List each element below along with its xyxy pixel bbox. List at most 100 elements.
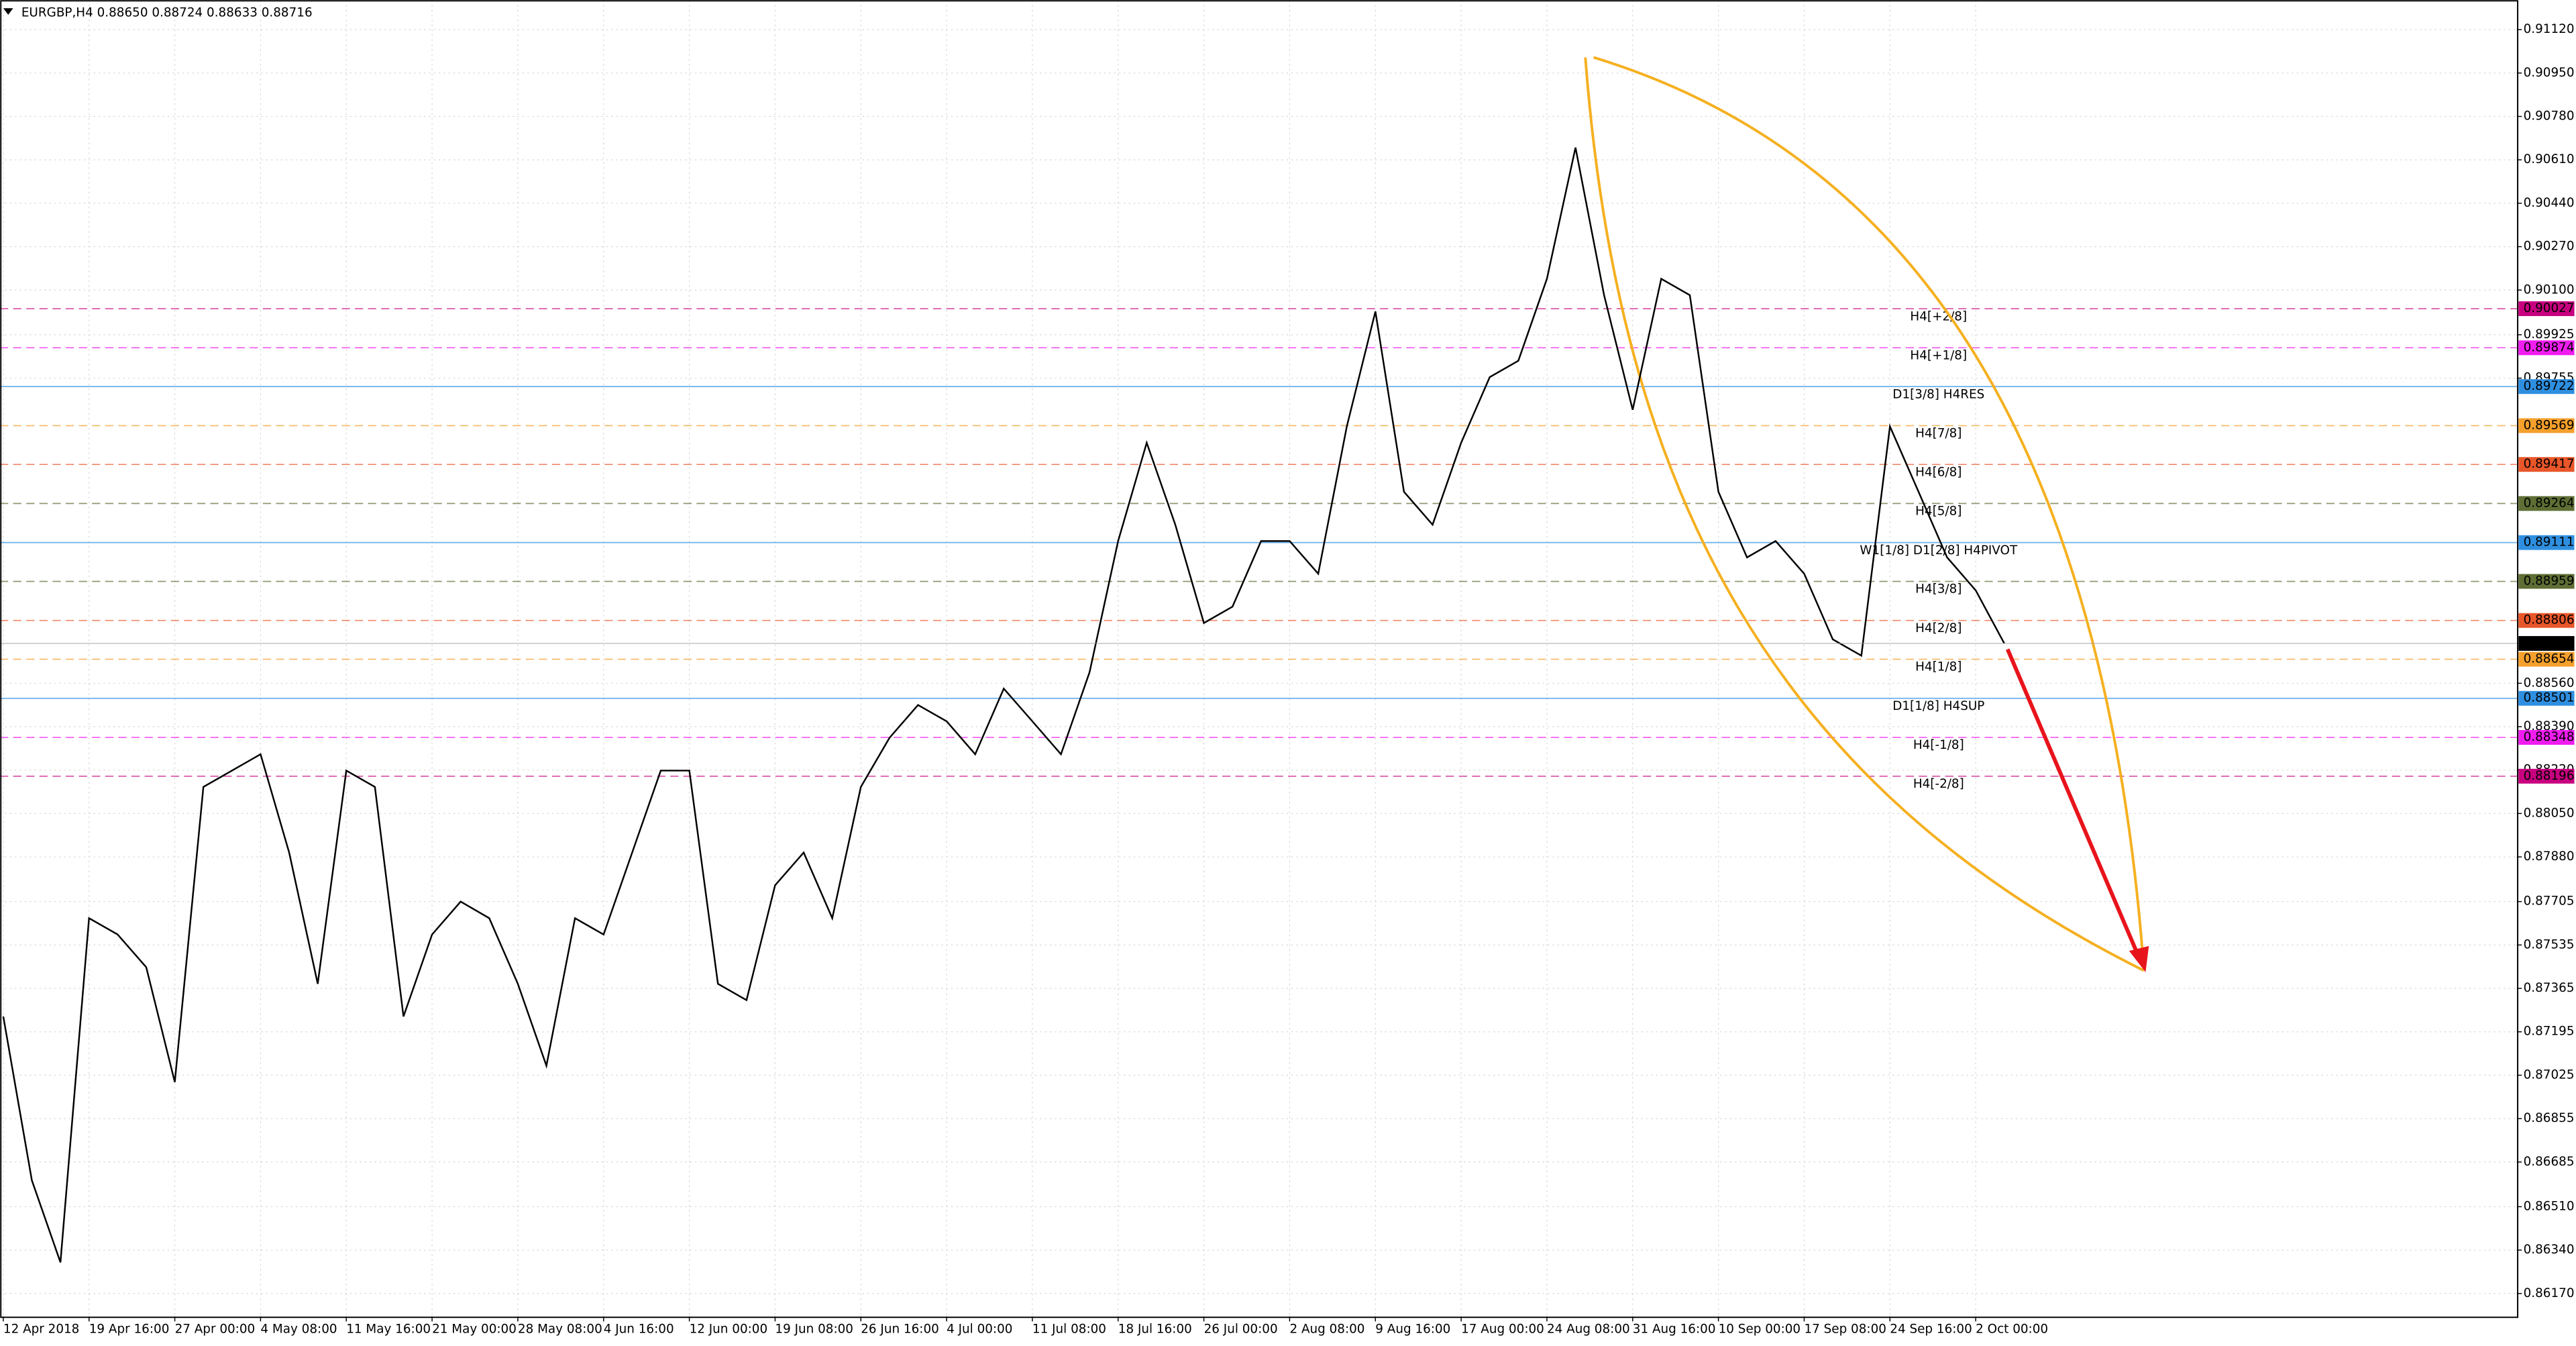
y-tick-label: 0.89925 [2524, 327, 2575, 342]
level-tag [2518, 457, 2575, 472]
x-tick-label: 4 Jul 00:00 [947, 1323, 1012, 1337]
level-label: D1[1/8] H4SUP [1892, 699, 1984, 713]
y-tick-label: 0.90950 [2524, 66, 2575, 80]
level-tag [2518, 613, 2575, 628]
level-tag-value: 0.88348 [2524, 730, 2575, 744]
level-tag-value: 0.89264 [2524, 496, 2575, 510]
x-tick-label: 24 Sep 16:00 [1890, 1323, 1972, 1337]
y-tick-label: 0.86685 [2524, 1155, 2575, 1169]
level-tag [2518, 496, 2575, 511]
level-tag-value: 0.88806 [2524, 613, 2575, 627]
x-tick-label: 26 Jul 00:00 [1204, 1323, 1278, 1337]
x-tick-label: 17 Aug 00:00 [1461, 1323, 1544, 1337]
level-tag-value: 0.89722 [2524, 379, 2575, 393]
level-tag [2518, 340, 2575, 356]
plot-frame [0, 0, 2519, 1318]
y-tick-label: 0.88050 [2524, 806, 2575, 820]
forecast-arrow [2005, 648, 2141, 959]
level-tag-value: 0.89569 [2524, 418, 2575, 432]
y-tick-label: 0.87880 [2524, 849, 2575, 864]
y-tick-label: 0.87365 [2524, 981, 2575, 995]
level-tag-value: 0.88501 [2524, 691, 2575, 705]
menu-icon [3, 8, 13, 15]
level-tag-value: 0.89874 [2524, 340, 2575, 354]
x-tick-label: 12 Apr 2018 [3, 1323, 79, 1337]
x-tick-label: 11 May 16:00 [346, 1323, 431, 1337]
y-tick-label: 0.90780 [2524, 109, 2575, 123]
y-tick-label: 0.87195 [2524, 1025, 2575, 1039]
x-tick-label: 28 May 08:00 [518, 1323, 602, 1337]
grid [0, 0, 2517, 1317]
x-tick-label: 10 Sep 00:00 [1719, 1323, 1801, 1337]
price-series [0, 147, 2517, 1263]
y-tick-label: 0.87705 [2524, 894, 2575, 909]
level-tag [2518, 574, 2575, 589]
level-tag [2518, 768, 2575, 784]
y-tick-label: 0.86510 [2524, 1199, 2575, 1213]
y-tick-label: 0.86340 [2524, 1243, 2575, 1257]
level-tag-value: 0.88196 [2524, 769, 2575, 783]
level-label: H4[2/8] [1915, 621, 1962, 635]
level-label: H4[3/8] [1915, 582, 1962, 597]
y-tick-label: 0.90610 [2524, 152, 2575, 166]
y-tick-label: 0.91120 [2524, 22, 2575, 36]
y-tick-label: 0.87535 [2524, 937, 2575, 951]
level-tag-value: 0.89111 [2524, 535, 2575, 550]
y-tick-label: 0.88560 [2524, 676, 2575, 690]
x-tick-label: 26 Jun 16:00 [861, 1323, 939, 1337]
level-tag-value: 0.88654 [2524, 652, 2575, 666]
level-label: H4[6/8] [1915, 465, 1962, 479]
level-tag [2518, 690, 2575, 706]
price-line [2, 147, 2005, 1263]
last-price-tag [2518, 635, 2575, 651]
y-tick-label: 0.86170 [2524, 1286, 2575, 1300]
x-tick-label: 18 Jul 16:00 [1118, 1323, 1192, 1337]
arrow-head [2129, 945, 2149, 972]
x-tick-label: 12 Jun 00:00 [690, 1323, 768, 1337]
x-tick-label: 2 Oct 00:00 [1976, 1323, 2048, 1337]
level-label: H4[-1/8] [1913, 738, 1964, 752]
y-tick-label: 0.86855 [2524, 1111, 2575, 1125]
x-tick-label: 31 Aug 16:00 [1633, 1323, 1716, 1337]
x-tick-label: 11 Jul 08:00 [1032, 1323, 1106, 1337]
level-tag-value: 0.90027 [2524, 301, 2575, 315]
axes: 0.91120 0.90950 0.90780 0.90610 0.90440 0.902… [3, 22, 2575, 1337]
level-label: H4[+2/8] [1910, 309, 1967, 323]
x-tick-label: 2 Aug 08:00 [1289, 1323, 1364, 1337]
level-tag [2518, 652, 2575, 667]
level-tag-value: 0.88959 [2524, 574, 2575, 588]
last-price-value: 0.88716 [2524, 636, 2575, 650]
y-tick-label: 0.90440 [2524, 196, 2575, 210]
level-label: H4[-2/8] [1913, 777, 1964, 791]
level-tag [2518, 379, 2575, 395]
arc-lower [1584, 57, 2145, 972]
x-tick-label: 4 Jun 16:00 [604, 1323, 674, 1337]
level-tag [2518, 535, 2575, 550]
level-label: H4[1/8] [1915, 660, 1962, 674]
y-tick-label: 0.87025 [2524, 1068, 2575, 1082]
level-label: D1[3/8] H4RES [1892, 387, 1984, 401]
level-label: W1[1/8] D1[2/8] H4PIVOT [1860, 543, 2018, 558]
level-label: H4[5/8] [1915, 505, 1962, 519]
x-tick-label: 9 Aug 16:00 [1375, 1323, 1450, 1337]
level-tag-value: 0.89417 [2524, 457, 2575, 471]
x-tick-label: 19 Apr 16:00 [89, 1323, 170, 1337]
level-tag [2518, 301, 2575, 317]
x-tick-label: 27 Apr 00:00 [175, 1323, 256, 1337]
levels: H4[+2/8] H4[+1/8] D1[3/8] H4RES H4[7/8] H4[6… [0, 308, 2517, 791]
x-tick-label: 24 Aug 08:00 [1547, 1323, 1630, 1337]
x-tick-label: 4 May 08:00 [260, 1323, 337, 1337]
chart-title: EURGBP,H4 0.88650 0.88724 0.88633 0.8871… [21, 6, 313, 20]
y-tick-label: 0.90100 [2524, 282, 2575, 297]
level-tag [2518, 729, 2575, 745]
level-tag [2518, 418, 2575, 433]
x-tick-label: 17 Sep 08:00 [1804, 1323, 1886, 1337]
x-tick-label: 19 Jun 08:00 [775, 1323, 853, 1337]
x-tick-label: 21 May 00:00 [432, 1323, 517, 1337]
y-tick-label: 0.88390 [2524, 719, 2575, 733]
level-label: H4[+1/8] [1910, 349, 1967, 363]
level-label: H4[7/8] [1915, 427, 1962, 441]
